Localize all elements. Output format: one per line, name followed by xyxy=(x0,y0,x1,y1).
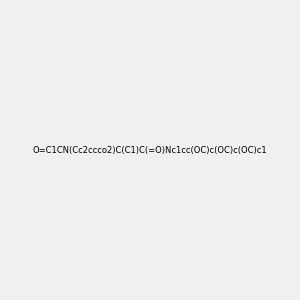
Text: O=C1CN(Cc2ccco2)C(C1)C(=O)Nc1cc(OC)c(OC)c(OC)c1: O=C1CN(Cc2ccco2)C(C1)C(=O)Nc1cc(OC)c(OC)… xyxy=(33,146,267,154)
